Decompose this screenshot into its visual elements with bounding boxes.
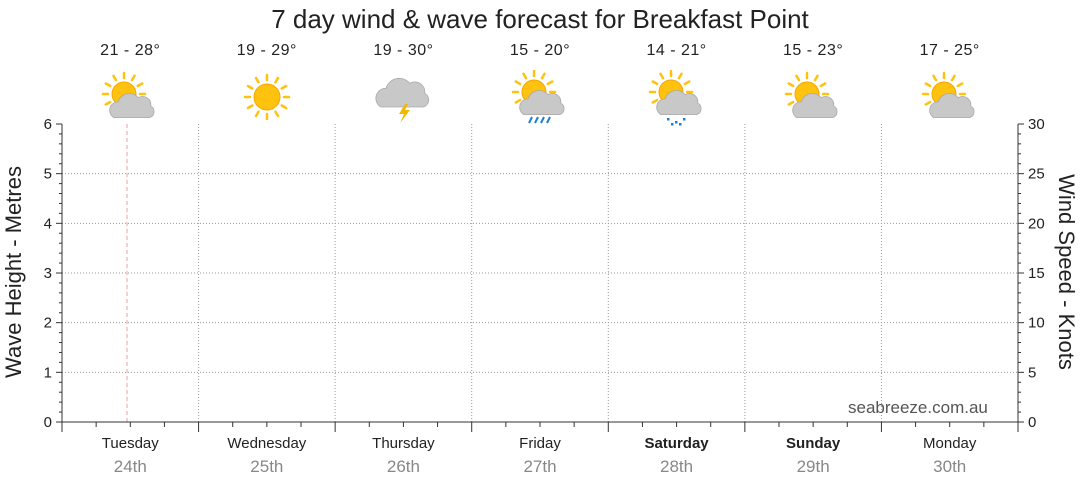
sun-ray [819, 82, 827, 88]
rain-drop [682, 118, 686, 121]
date-label: 28th [660, 457, 694, 476]
sun-ray [131, 74, 137, 82]
partly-cloudy-icon [921, 71, 975, 118]
date-label: 27th [523, 457, 557, 476]
day-label: Saturday [644, 435, 709, 452]
date-label: 25th [250, 457, 284, 476]
day-label: Sunday [786, 435, 841, 452]
rain-streak [528, 116, 533, 124]
y-right-tick-label: 30 [1028, 116, 1045, 133]
temperature-range: 19 - 29° [236, 42, 297, 59]
sun-ray [546, 80, 554, 86]
sun-ray [924, 82, 932, 88]
sun-ray [246, 104, 254, 110]
cloud-shape [792, 93, 838, 118]
sun-ray [274, 76, 280, 84]
sun-ray [104, 82, 112, 88]
sun-ray [254, 76, 260, 84]
day-label: Thursday [372, 435, 435, 452]
day-label: Tuesday [101, 435, 159, 452]
sun-ray [950, 74, 956, 82]
sun-ray [813, 74, 819, 82]
day-label: Monday [923, 435, 977, 452]
rain-drop [666, 118, 670, 121]
temperature-range: 15 - 23° [783, 42, 844, 59]
sun-ray [658, 72, 664, 80]
y-right-tick-label: 10 [1028, 315, 1045, 332]
date-label: 30th [933, 457, 967, 476]
sun-ray [104, 100, 112, 106]
y-right-tick-label: 20 [1028, 215, 1045, 232]
sun-ray [254, 110, 260, 118]
sun-ray [522, 72, 528, 80]
y-axis-left-label: Wave Height - Metres [1, 166, 26, 378]
y-left-tick-label: 1 [44, 364, 52, 381]
cloud-shape [519, 90, 565, 115]
day-label: Friday [519, 435, 561, 452]
sun-ray [677, 72, 683, 80]
sun-ray [787, 82, 795, 88]
y-left-tick-label: 5 [44, 166, 52, 183]
shower-icon [511, 70, 565, 124]
rain-drop [678, 123, 682, 126]
y-right-tick-label: 5 [1028, 364, 1036, 381]
sun-ray [280, 84, 288, 90]
temperature-range: 14 - 21° [646, 42, 707, 59]
sun-ray [274, 110, 280, 118]
sun-ray [136, 82, 144, 88]
thunderstorm-icon [375, 77, 430, 123]
y-left-tick-label: 3 [44, 265, 52, 282]
sun-ray [795, 74, 801, 82]
watermark: seabreeze.com.au [848, 398, 988, 417]
partly-cloudy-icon [784, 71, 838, 118]
y-axis-right-label: Wind Speed - Knots [1054, 174, 1079, 370]
y-right-tick-label: 25 [1028, 166, 1045, 183]
sun-ray [246, 84, 254, 90]
rain-drop [670, 123, 674, 126]
cloud-shape [655, 90, 702, 115]
rain-streak [546, 116, 551, 124]
sun-ray [924, 100, 932, 106]
chart-title: 7 day wind & wave forecast for Breakfast… [271, 4, 809, 34]
sun-ray [931, 74, 937, 82]
y-left-tick-label: 4 [44, 215, 52, 232]
sun-ray [956, 82, 964, 88]
sun-disc [253, 83, 281, 111]
temperature-range: 21 - 28° [100, 42, 161, 59]
sun-ray [683, 80, 690, 86]
day-label: Wednesday [227, 435, 307, 452]
temperature-range: 17 - 25° [919, 42, 980, 59]
date-label: 26th [386, 457, 420, 476]
sun-ray [651, 80, 658, 86]
sun-ray [540, 72, 546, 80]
cloud-shape [375, 77, 430, 108]
cloud-shape [109, 93, 155, 118]
sun-ray [514, 98, 522, 104]
rain-drop [674, 121, 678, 124]
sun-ray [280, 104, 288, 110]
partly-cloudy-icon [102, 71, 155, 118]
sun-ray [651, 98, 658, 104]
y-left-tick-label: 6 [44, 116, 52, 133]
cloud-shape [928, 93, 975, 118]
y-right-tick-label: 0 [1028, 414, 1036, 431]
rain-streak [534, 116, 539, 124]
date-label: 24th [113, 457, 147, 476]
sunny-icon [243, 73, 291, 121]
light-rain-icon [648, 70, 702, 126]
y-left-tick-label: 2 [44, 315, 52, 332]
sun-ray [787, 100, 795, 106]
date-label: 29th [796, 457, 830, 476]
y-right-tick-label: 15 [1028, 265, 1045, 282]
rain-streak [540, 116, 545, 124]
lightning-bolt [399, 104, 411, 123]
temperature-range: 15 - 20° [509, 42, 571, 59]
sun-ray [514, 80, 522, 86]
y-left-tick-label: 0 [44, 414, 52, 431]
sun-ray [112, 74, 118, 82]
temperature-range: 19 - 30° [373, 42, 434, 59]
